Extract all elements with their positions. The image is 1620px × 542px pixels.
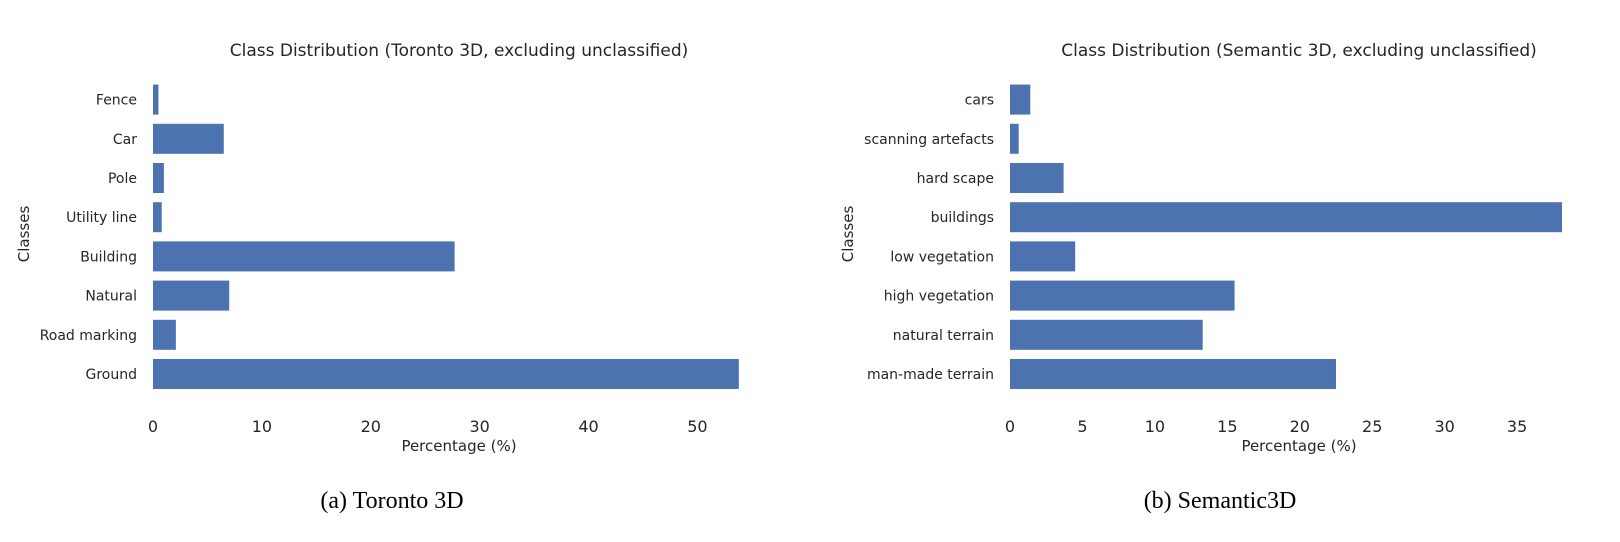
x-axis-label: Percentage (%) <box>401 437 516 455</box>
x-axis-label: Percentage (%) <box>1241 437 1356 455</box>
x-tick-label: 30 <box>1434 417 1454 436</box>
x-tick-label: 5 <box>1077 417 1087 436</box>
bar-high-vegetation <box>1010 280 1235 311</box>
figure-caption: (b) Semantic3D <box>1144 488 1297 514</box>
x-tick-label: 50 <box>687 417 707 436</box>
category-label: Natural <box>85 289 137 305</box>
y-axis-label: Classes <box>839 206 857 263</box>
bar-road-marking <box>153 319 176 350</box>
x-tick-label: 15 <box>1217 417 1237 436</box>
figure-caption: (a) Toronto 3D <box>320 488 463 514</box>
bar-low-vegetation <box>1010 241 1076 272</box>
x-tick-label: 30 <box>469 417 489 436</box>
bar-buildings <box>1010 202 1562 233</box>
y-axis-label: Classes <box>15 206 33 263</box>
bar-fence <box>153 84 159 115</box>
bar-group <box>153 84 739 389</box>
category-labels: cars scanning artefacts hard scape building… <box>864 93 994 383</box>
x-tick-label: 25 <box>1362 417 1382 436</box>
bar-pole <box>153 163 164 193</box>
bar-scanning-artefacts <box>1010 123 1019 154</box>
bar-man-made-terrain <box>1010 359 1336 389</box>
bar-cars <box>1010 84 1031 115</box>
x-tick-label: 0 <box>148 417 158 436</box>
x-tick-labels: 0 10 20 30 40 50 <box>148 417 708 436</box>
category-label: Pole <box>108 171 137 187</box>
category-label: Utility line <box>66 210 137 226</box>
bar-natural <box>153 280 230 311</box>
category-label: buildings <box>931 210 994 226</box>
bar-ground <box>153 359 739 389</box>
category-label: hard scape <box>917 171 994 187</box>
bar-car <box>153 123 224 154</box>
category-label: Car <box>113 132 137 148</box>
category-label: Ground <box>86 367 138 383</box>
x-tick-label: 20 <box>361 417 381 436</box>
x-tick-label: 10 <box>1145 417 1165 436</box>
bar-group <box>1010 84 1562 389</box>
category-label: cars <box>965 93 994 109</box>
chart-semantic3d: Class Distribution (Semantic 3D, excludi… <box>839 41 1562 514</box>
category-label: Fence <box>96 93 137 109</box>
category-label: high vegetation <box>884 289 994 305</box>
chart-title: Class Distribution (Semantic 3D, excludi… <box>1061 41 1537 61</box>
category-label: Building <box>80 249 137 265</box>
x-tick-label: 10 <box>252 417 272 436</box>
chart-title: Class Distribution (Toronto 3D, excludin… <box>230 41 689 61</box>
x-tick-labels: 0 5 10 15 20 25 30 35 <box>1005 417 1527 436</box>
bar-hard-scape <box>1010 163 1064 193</box>
category-label: man-made terrain <box>867 367 994 383</box>
category-label: natural terrain <box>893 328 994 344</box>
category-labels: Fence Car Pole Utility line Building Natural R… <box>40 93 138 383</box>
x-tick-label: 35 <box>1507 417 1527 436</box>
chart-toronto3d: Class Distribution (Toronto 3D, excludin… <box>15 41 739 514</box>
x-tick-label: 20 <box>1290 417 1310 436</box>
category-label: scanning artefacts <box>864 132 994 148</box>
category-label: low vegetation <box>890 249 994 265</box>
bar-utility-line <box>153 202 162 233</box>
x-tick-label: 40 <box>578 417 598 436</box>
bar-building <box>153 241 455 272</box>
bar-natural-terrain <box>1010 319 1203 350</box>
x-tick-label: 0 <box>1005 417 1015 436</box>
category-label: Road marking <box>40 328 137 344</box>
